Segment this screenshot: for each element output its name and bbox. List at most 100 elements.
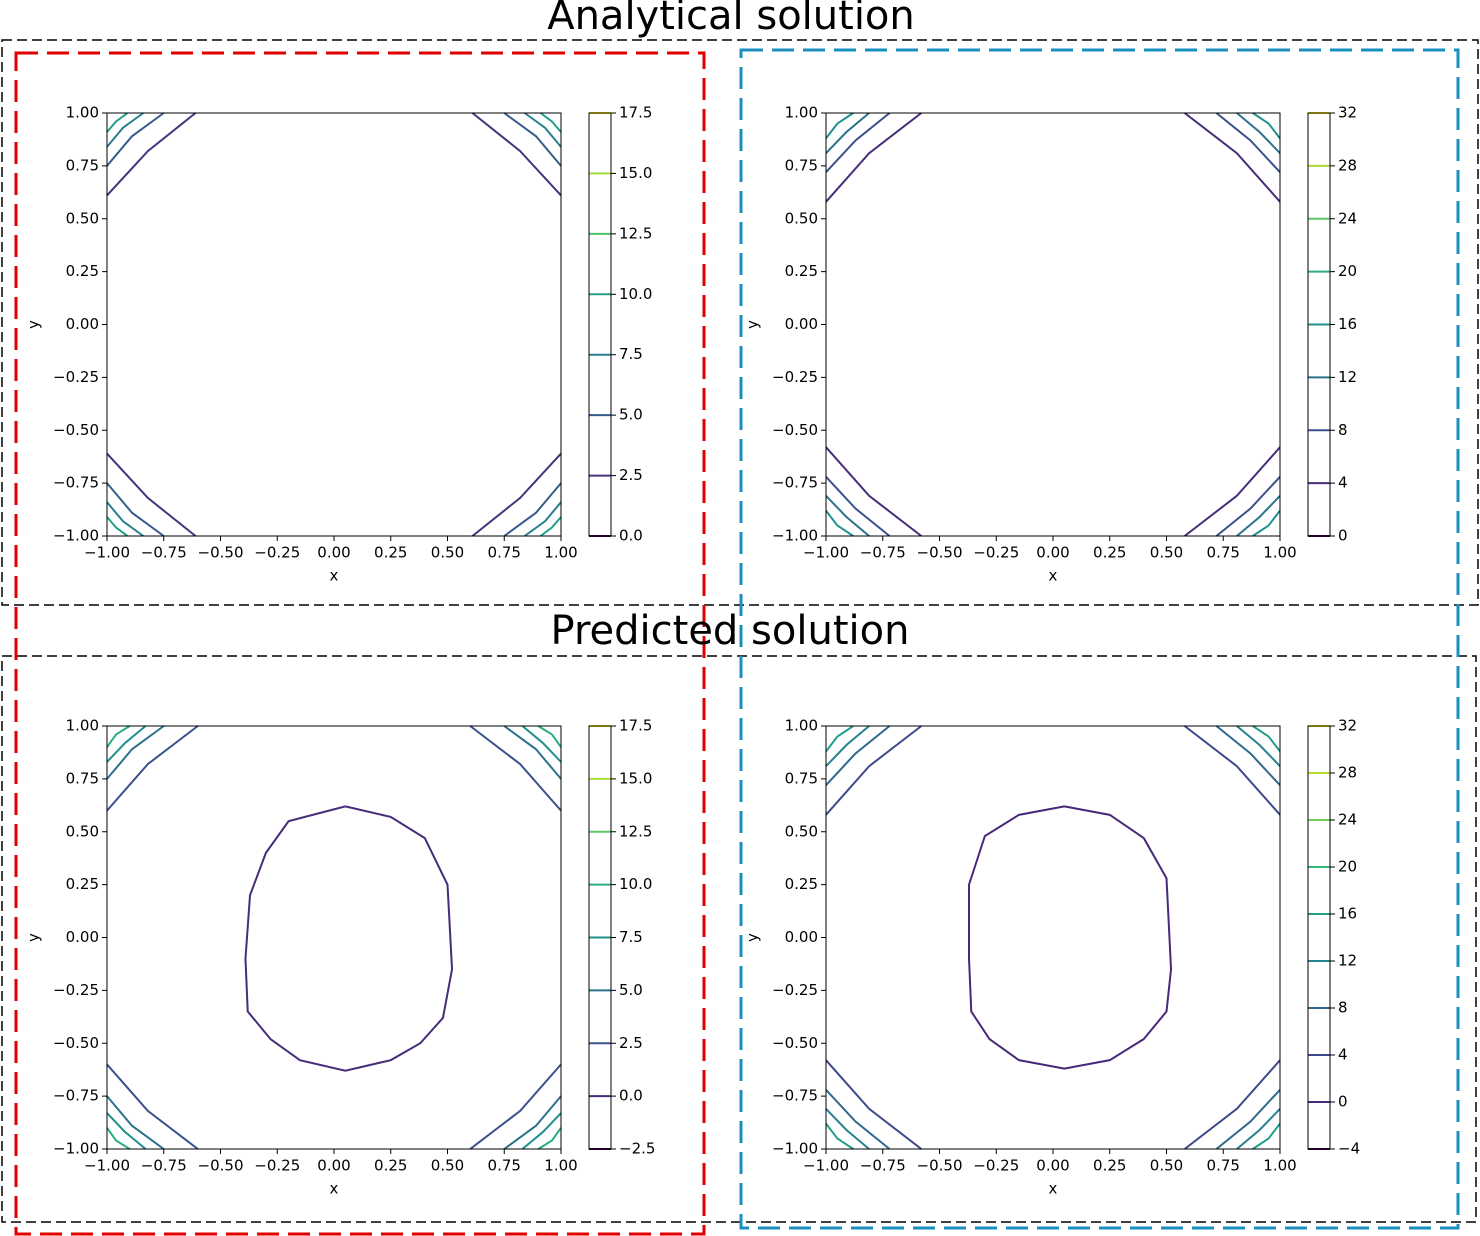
contour-line [106, 725, 131, 748]
y-axis-label: y [744, 933, 762, 942]
y-tick-label: −0.50 [772, 1034, 818, 1052]
contour-line [825, 112, 891, 173]
contour-line [471, 452, 562, 537]
contour-line [106, 1095, 165, 1150]
x-tick-label: 0.75 [1207, 1157, 1240, 1175]
colorbar-frame [1307, 725, 1331, 1150]
colorbar-tick-label: 12.5 [619, 822, 652, 840]
x-tick-label: 0.50 [1150, 544, 1183, 562]
x-tick-label: 0.00 [1036, 544, 1069, 562]
y-tick-label: 0.00 [785, 315, 818, 333]
contour-line [825, 725, 854, 752]
y-tick-label: 0.25 [785, 875, 818, 893]
contour-line [1252, 510, 1281, 537]
colorbar-tick-label: 20 [1338, 858, 1357, 876]
x-tick-label: −0.75 [141, 1157, 187, 1175]
colorbar-tick-label: 2.5 [619, 466, 643, 484]
x-axis-label: x [330, 567, 339, 585]
colorbar [1308, 726, 1330, 1149]
x-tick-label: 0.00 [317, 544, 350, 562]
contour-line [503, 725, 562, 780]
contour-line [469, 1063, 562, 1150]
colorbar-frame [588, 112, 612, 537]
contour-line [825, 510, 854, 537]
y-tick-label: −0.50 [53, 421, 99, 439]
contour-line [825, 1059, 922, 1150]
contour-line [106, 1112, 147, 1150]
contour-line [825, 1123, 854, 1150]
colorbar-tick-label: 16 [1338, 315, 1357, 333]
contour-line [825, 495, 870, 537]
colorbar-tick-label: 28 [1338, 764, 1357, 782]
x-tick-label: 1.00 [544, 1157, 577, 1175]
x-axis-label: x [1049, 567, 1058, 585]
contour-line [521, 1112, 562, 1150]
y-tick-label: 0.50 [785, 822, 818, 840]
contour-line [1184, 112, 1281, 203]
contour-line [106, 482, 165, 537]
contour-line [106, 725, 199, 812]
colorbar [589, 113, 611, 536]
contour-line [524, 112, 562, 148]
contour-line [106, 112, 129, 133]
contour-line [1236, 725, 1281, 767]
contour-line [1215, 725, 1281, 786]
contour-line [1215, 476, 1281, 537]
y-tick-label: 0.50 [785, 209, 818, 227]
x-tick-label: 0.00 [1036, 1157, 1069, 1175]
x-axis-label: x [330, 1180, 339, 1198]
colorbar-frame [588, 725, 612, 1150]
contour-line [825, 112, 870, 154]
x-tick-label: 0.75 [488, 1157, 521, 1175]
colorbar-tick-label: −4 [1338, 1140, 1360, 1158]
contour-line [825, 446, 922, 537]
y-tick-label: −0.75 [772, 1087, 818, 1105]
colorbar-tick-label: 20 [1338, 262, 1357, 280]
x-tick-label: −0.25 [973, 1157, 1019, 1175]
colorbar-tick-label: 2.5 [619, 1034, 643, 1052]
contour-line [106, 725, 147, 763]
x-tick-label: −0.25 [973, 544, 1019, 562]
contour-line [469, 725, 562, 812]
contour-line [1252, 1123, 1281, 1150]
colorbar-tick-label: 4 [1338, 474, 1348, 492]
colorbar-tick-label: 4 [1338, 1046, 1348, 1064]
contour-line [825, 112, 922, 203]
contour-line [471, 112, 562, 197]
contour-line [1184, 1059, 1281, 1150]
y-tick-label: −0.75 [53, 474, 99, 492]
x-tick-label: 0.75 [488, 544, 521, 562]
y-tick-label: 0.25 [66, 262, 99, 280]
x-tick-label: −1.00 [803, 544, 849, 562]
x-tick-label: 1.00 [1263, 1157, 1296, 1175]
colorbar-tick-label: 5.0 [619, 406, 643, 424]
colorbar-tick-label: 24 [1338, 811, 1357, 829]
plot-frame [106, 725, 562, 1150]
colorbar-tick-label: 32 [1338, 717, 1357, 735]
plot-frame [825, 112, 1281, 537]
contour-line [825, 725, 870, 767]
x-tick-label: 0.50 [1150, 1157, 1183, 1175]
colorbar-tick-label: 0 [1338, 1093, 1348, 1111]
column-box [739, 48, 1460, 1230]
contour-line [1184, 725, 1281, 816]
contour-line [524, 501, 562, 537]
x-tick-label: −1.00 [84, 1157, 130, 1175]
contour-line [537, 725, 562, 748]
contour-line [106, 1127, 131, 1150]
colorbar-tick-label: 15.0 [619, 769, 652, 787]
colorbar-tick-label: 8 [1338, 999, 1348, 1017]
y-axis-label: y [744, 320, 762, 329]
y-tick-label: −0.25 [53, 368, 99, 386]
contour-line [503, 1095, 562, 1150]
x-tick-label: −0.50 [198, 1157, 244, 1175]
contour-line [1215, 112, 1281, 173]
x-tick-label: −1.00 [84, 544, 130, 562]
y-tick-label: −0.25 [772, 368, 818, 386]
y-tick-label: 0.75 [66, 769, 99, 787]
contour-line [1236, 495, 1281, 537]
y-tick-label: 0.25 [785, 262, 818, 280]
x-tick-label: −0.50 [917, 544, 963, 562]
